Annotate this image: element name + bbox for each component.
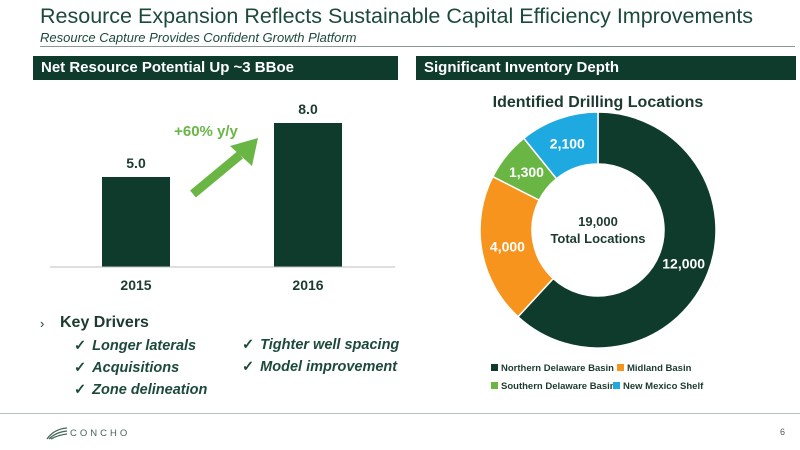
- growth-arrowhead: [230, 138, 258, 166]
- page-title: Resource Expansion Reflects Sustainable …: [40, 4, 754, 28]
- donut-label-midland-basin: 4,000: [490, 238, 525, 254]
- legend-swatch-new-mexico-shelf: [613, 382, 620, 389]
- legend-swatch-midland-basin: [617, 364, 624, 371]
- driver-item: ✓ Acquisitions: [74, 360, 179, 376]
- checkmark-icon: ✓: [74, 338, 87, 354]
- donut-slice-northern-delaware-basin: [516, 111, 717, 349]
- donut-center-label: Total Locations: [550, 231, 645, 246]
- right-panel-header: Significant Inventory Depth: [416, 56, 796, 80]
- checkmark-icon: ✓: [242, 337, 255, 353]
- donut-label-northern-delaware-basin: 12,000: [662, 255, 705, 271]
- logo-wordmark: CONCHO: [70, 428, 131, 439]
- bar-value-label-2015: 5.0: [126, 155, 146, 171]
- checkmark-icon: ✓: [242, 359, 255, 375]
- legend-label-midland-basin: Midland Basin: [627, 363, 692, 374]
- legend-swatch-southern-delaware-basin: [491, 382, 498, 389]
- page-subtitle: Resource Capture Provides Confident Grow…: [40, 30, 357, 45]
- checkmark-icon: ✓: [74, 360, 87, 376]
- growth-arrow: [190, 151, 243, 198]
- legend-label-new-mexico-shelf: New Mexico Shelf: [623, 381, 704, 392]
- driver-label: Model improvement: [260, 359, 398, 375]
- driver-label: Zone delineation: [92, 382, 208, 398]
- legend-label-northern-delaware-basin: Northern Delaware Basin: [501, 363, 614, 374]
- bar-2016: [274, 123, 342, 267]
- bar-2015: [102, 177, 170, 267]
- x-tick-label-2016: 2016: [292, 277, 323, 293]
- key-drivers-heading: Key Drivers: [60, 314, 149, 331]
- chevron-right-icon: ›: [40, 316, 45, 331]
- growth-annotation: +60% y/y: [174, 123, 238, 140]
- donut-label-southern-delaware-basin: 1,300: [509, 164, 544, 180]
- page-number: 6: [780, 427, 786, 437]
- concho-logo-icon: [46, 427, 68, 440]
- legend-swatch-northern-delaware-basin: [491, 364, 498, 371]
- driver-label: Acquisitions: [92, 360, 180, 376]
- left-panel-header: Net Resource Potential Up ~3 BBoe: [33, 56, 398, 80]
- donut-title: Identified Drilling Locations: [493, 94, 704, 111]
- driver-item: ✓ Zone delineation: [74, 382, 207, 398]
- driver-item: ✓ Model improvement: [242, 359, 397, 375]
- donut-center-value: 19,000: [578, 214, 618, 229]
- driver-item: ✓ Tighter well spacing: [242, 337, 399, 353]
- bar-value-label-2016: 8.0: [298, 101, 318, 117]
- legend-label-southern-delaware-basin: Southern Delaware Basin: [501, 381, 616, 392]
- donut-slice-new-mexico-shelf: [522, 111, 599, 180]
- driver-label: Tighter well spacing: [260, 337, 400, 353]
- footer-divider: [0, 413, 800, 414]
- title-divider: [40, 46, 795, 47]
- driver-label: Longer laterals: [92, 338, 197, 354]
- donut-label-new-mexico-shelf: 2,100: [550, 135, 585, 151]
- checkmark-icon: ✓: [74, 382, 87, 398]
- x-tick-label-2015: 2015: [120, 277, 151, 293]
- driver-item: ✓ Longer laterals: [74, 338, 196, 354]
